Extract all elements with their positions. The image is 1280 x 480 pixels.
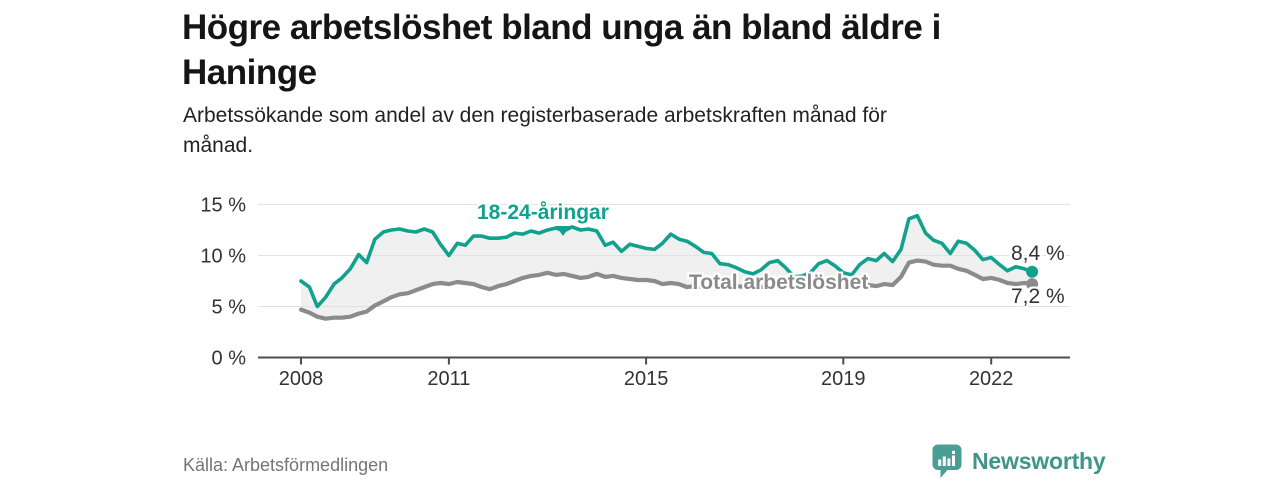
series-endpoints-group (1026, 265, 1039, 291)
page-subtitle: Arbetssökande som andel av den registerb… (183, 104, 887, 157)
y-axis-labels-group: 0 % 5 % 10 % 15 % (200, 195, 246, 370)
series-pointer-arrow-icon (556, 226, 570, 236)
y-tick-label-5: 5 % (212, 297, 247, 319)
source-credit: Källa: Arbetsförmedlingen (183, 455, 389, 475)
brand-logo: Newsworthy (930, 443, 1106, 479)
x-tick-label-2008: 2008 (279, 368, 324, 390)
series-band (301, 215, 1033, 319)
x-tick-label-2019: 2019 (821, 368, 866, 390)
brand-name: Newsworthy (972, 447, 1106, 474)
gridlines-group (258, 204, 1070, 359)
y-tick-label-15: 15 % (200, 195, 246, 217)
end-value-label-young: 8,4 % (1011, 242, 1065, 265)
y-tick-label-0: 0 % (212, 348, 247, 370)
x-axis-group (300, 357, 993, 365)
series-lines-group (298, 213, 1035, 321)
x-tick-label-2011: 2011 (427, 368, 470, 390)
end-value-label-total: 7,2 % (1011, 285, 1065, 308)
series-endpoint-0 (1026, 265, 1039, 278)
x-tick-label-2022: 2022 (969, 368, 1014, 390)
y-tick-label-10: 10 % (200, 246, 246, 268)
series-endpoint-1 (1026, 278, 1039, 291)
x-tick-label-2015: 2015 (624, 368, 669, 390)
series-line-0 (299, 213, 1034, 309)
series-line-1 (298, 258, 1035, 321)
page-title: Högre arbetslöshet bland unga än bland ä… (182, 8, 941, 92)
series-label-young: 18-24-åringar (477, 201, 609, 224)
series-label-total: Total arbetslöshet (689, 271, 869, 294)
x-axis-labels-group: 2008 2011 2015 2019 2022 (279, 368, 1014, 390)
newsworthy-logo-icon (932, 444, 962, 478)
series-band-group (301, 215, 1033, 319)
